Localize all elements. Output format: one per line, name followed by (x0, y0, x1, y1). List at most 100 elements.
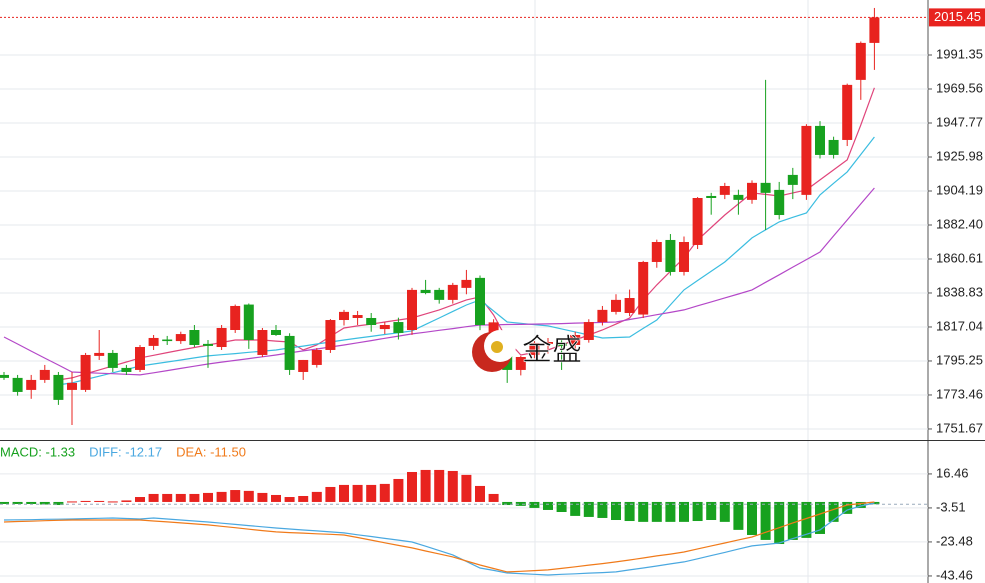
candle-body (665, 239, 676, 272)
candle-body (855, 42, 866, 80)
macd-bar (502, 501, 513, 506)
candle-body (352, 315, 363, 318)
candle-body (203, 343, 213, 346)
candle-body (583, 322, 594, 340)
macd-bar (842, 501, 853, 514)
macd-bar (624, 501, 635, 522)
candle-body (216, 327, 227, 348)
y-tick-label: 1969.56 (936, 80, 983, 95)
candle-body (420, 289, 431, 294)
candle-body (515, 356, 526, 370)
y-tick-label: 1991.35 (936, 46, 983, 61)
macd-bar (475, 485, 485, 502)
macd-bar (679, 501, 689, 522)
candle-body (39, 369, 50, 380)
last-price-box (929, 8, 985, 27)
candle-body (869, 17, 880, 43)
candle-body (284, 335, 295, 370)
macd-bar (257, 492, 268, 502)
macd-bar (597, 501, 608, 518)
macd-bar (665, 501, 676, 522)
candle-body (747, 182, 757, 200)
macd-bar (12, 501, 23, 504)
watermark-text: 金盛 (522, 334, 582, 367)
candle-body (828, 139, 839, 155)
macd-bar (26, 501, 37, 504)
candle-body (379, 325, 390, 330)
macd-bar (651, 501, 662, 522)
macd-bar (311, 491, 322, 502)
macd-bar (529, 501, 540, 508)
macd-bar (53, 501, 64, 506)
macd-bar (284, 497, 295, 502)
macd-bar (379, 483, 390, 502)
macd-bar (515, 501, 526, 506)
candle-body (311, 349, 322, 365)
legend-entry: DEA: -11.50 (176, 444, 246, 459)
candle-body (801, 125, 812, 195)
candle-body (67, 382, 77, 390)
macd-bar (556, 501, 567, 512)
macd-bar (94, 500, 105, 502)
candle-body (0, 374, 9, 378)
candle-body (94, 352, 105, 356)
candle-body (733, 194, 744, 200)
macd-bar (611, 501, 621, 521)
macd-bar (706, 501, 717, 521)
macd-bar (121, 500, 132, 502)
candle-body (570, 334, 581, 345)
candle-body (162, 339, 173, 342)
watermark: 金盛 (472, 330, 582, 372)
macd-bar (107, 501, 118, 503)
macd-bar (774, 501, 785, 545)
candle-body (611, 299, 621, 312)
candle-body (787, 174, 798, 185)
candle-body (679, 242, 689, 272)
candle-body (121, 367, 132, 372)
candle-body (543, 342, 553, 344)
y-tick-label: 1751.67 (936, 420, 983, 435)
candle-body (447, 284, 458, 300)
macd-bar (148, 493, 159, 502)
candle-body (53, 374, 64, 400)
macd-bar (461, 474, 472, 502)
macd-bar (434, 469, 445, 502)
candle-body (461, 279, 472, 288)
candle-body (434, 289, 445, 300)
candle-body (760, 182, 771, 193)
macd-bar (298, 495, 309, 502)
candle-body (651, 242, 662, 262)
macd-bar (339, 484, 349, 502)
candle-body (135, 347, 145, 370)
macd-bar (760, 501, 771, 540)
macd-bar (638, 501, 649, 522)
macd-bar (243, 490, 254, 502)
candle-body (243, 304, 254, 340)
candle-body (706, 195, 717, 198)
macd-bar (271, 494, 281, 502)
macd-bar (175, 493, 186, 502)
y-tick-label: 1773.46 (936, 386, 983, 401)
macd-bar (420, 469, 431, 502)
macd-bar (719, 501, 730, 522)
candle-body (325, 320, 336, 350)
macd-bar (407, 471, 417, 502)
y-tick-label: -3.51 (936, 499, 966, 514)
indicator-line (3, 501, 875, 573)
candle-body (407, 289, 417, 330)
macd-bar (787, 501, 798, 540)
macd-bar (543, 501, 553, 510)
macd-bar (692, 501, 703, 522)
macd-bar (393, 478, 404, 502)
macd-bar (80, 500, 91, 502)
macd-bar (801, 501, 812, 538)
candle-body (339, 311, 349, 321)
y-tick-label: -23.48 (936, 533, 973, 548)
macd-bar (733, 501, 744, 530)
macd-bar (203, 492, 213, 502)
candle-body (148, 337, 159, 346)
candle-body (366, 317, 377, 326)
macd-bar (855, 501, 866, 508)
candle-body (230, 305, 241, 330)
candle-body (80, 354, 91, 390)
